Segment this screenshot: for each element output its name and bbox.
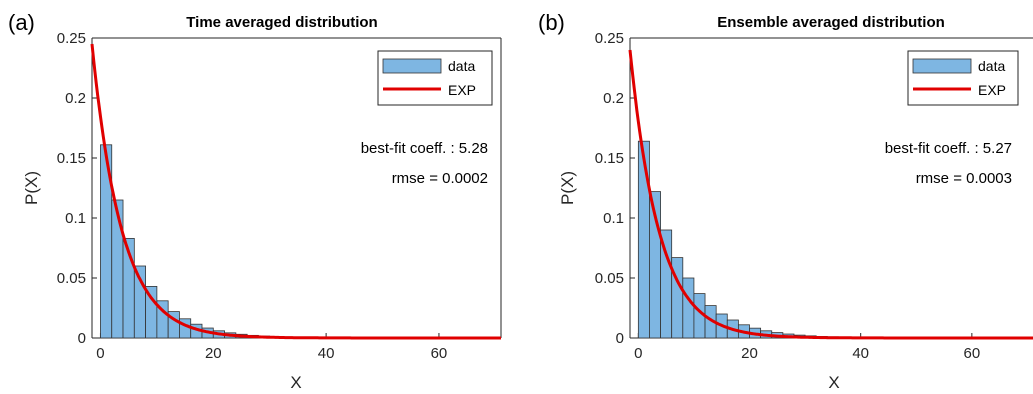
legend-label-data-a: data <box>448 58 475 74</box>
x-tick-label-b: 0 <box>634 345 642 362</box>
x-tick-label-a: 20 <box>205 345 222 362</box>
annotation-rmse-b: rmse = 0.0003 <box>916 170 1012 187</box>
annotation-rmse-a: rmse = 0.0002 <box>392 170 488 187</box>
y-tick-label-b: 0.05 <box>595 270 624 287</box>
y-tick-label-a: 0.05 <box>57 270 86 287</box>
x-tick-label-a: 60 <box>431 345 448 362</box>
y-axis-label-b: P(X) <box>558 171 577 205</box>
x-tick-label-b: 40 <box>852 345 869 362</box>
x-axis-label-b: X <box>828 373 839 392</box>
y-tick-label-a: 0.15 <box>57 150 86 167</box>
panel-label-a: (a) <box>8 10 35 35</box>
legend-swatch-data-b <box>912 58 972 74</box>
panel-a: (a) Time averaged distribution X P(X) 00… <box>8 10 502 392</box>
x-tick-label-a: 40 <box>318 345 335 362</box>
annotation-best-fit-b: best-fit coeff. : 5.27 <box>885 140 1012 157</box>
y-tick-label-a: 0.2 <box>65 90 86 107</box>
y-tick-label-a: 0 <box>78 330 86 347</box>
y-tick-label-b: 0.25 <box>595 30 624 47</box>
legend-label-exp-b: EXP <box>978 82 1006 98</box>
annotation-best-fit-a: best-fit coeff. : 5.28 <box>361 140 488 157</box>
x-tick-label-b: 20 <box>741 345 758 362</box>
chart-title-b: Ensemble averaged distribution <box>717 14 945 31</box>
chart-title-a: Time averaged distribution <box>186 14 377 31</box>
exp-fit-line-b <box>628 49 1033 340</box>
legend-swatch-data-a <box>382 58 442 74</box>
y-tick-label-a: 0.1 <box>65 210 86 227</box>
x-axis-label-a: X <box>290 373 301 392</box>
x-tick-label-b: 60 <box>964 345 981 362</box>
y-tick-label-b: 0.1 <box>603 210 624 227</box>
histogram-bar-b <box>682 277 695 339</box>
plot-area-a: 0 0.05 0.1 0.15 0.2 0.25 0 20 40 60 data EXP <box>57 30 502 362</box>
histogram-bar-b <box>637 140 650 339</box>
y-tick-label-b: 0.15 <box>595 150 624 167</box>
panel-b: (b) Ensemble averaged distribution X P(X… <box>538 10 1033 392</box>
plot-area-b: 0 0.05 0.1 0.15 0.2 0.25 0 20 40 60 data EXP <box>595 30 1033 362</box>
panel-label-b: (b) <box>538 10 565 35</box>
y-tick-label-a: 0.25 <box>57 30 86 47</box>
y-tick-label-b: 0.2 <box>603 90 624 107</box>
histogram-bar-a <box>111 199 124 339</box>
exp-fit-line-a <box>90 43 501 340</box>
y-axis-label-a: P(X) <box>22 171 41 205</box>
y-tick-label-b: 0 <box>616 330 624 347</box>
legend-label-exp-a: EXP <box>448 82 476 98</box>
x-tick-label-a: 0 <box>96 345 104 362</box>
legend-label-data-b: data <box>978 58 1005 74</box>
